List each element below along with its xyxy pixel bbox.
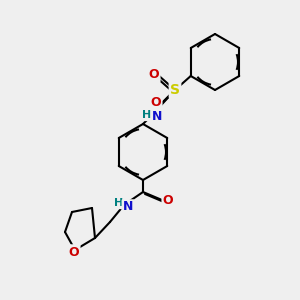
Text: N: N [152, 110, 162, 124]
Text: N: N [123, 200, 133, 214]
Text: O: O [69, 245, 79, 259]
Text: S: S [170, 83, 180, 97]
Text: H: H [142, 110, 152, 120]
Text: O: O [149, 68, 159, 82]
Text: O: O [163, 194, 173, 206]
Text: O: O [151, 97, 161, 110]
Text: H: H [114, 198, 124, 208]
